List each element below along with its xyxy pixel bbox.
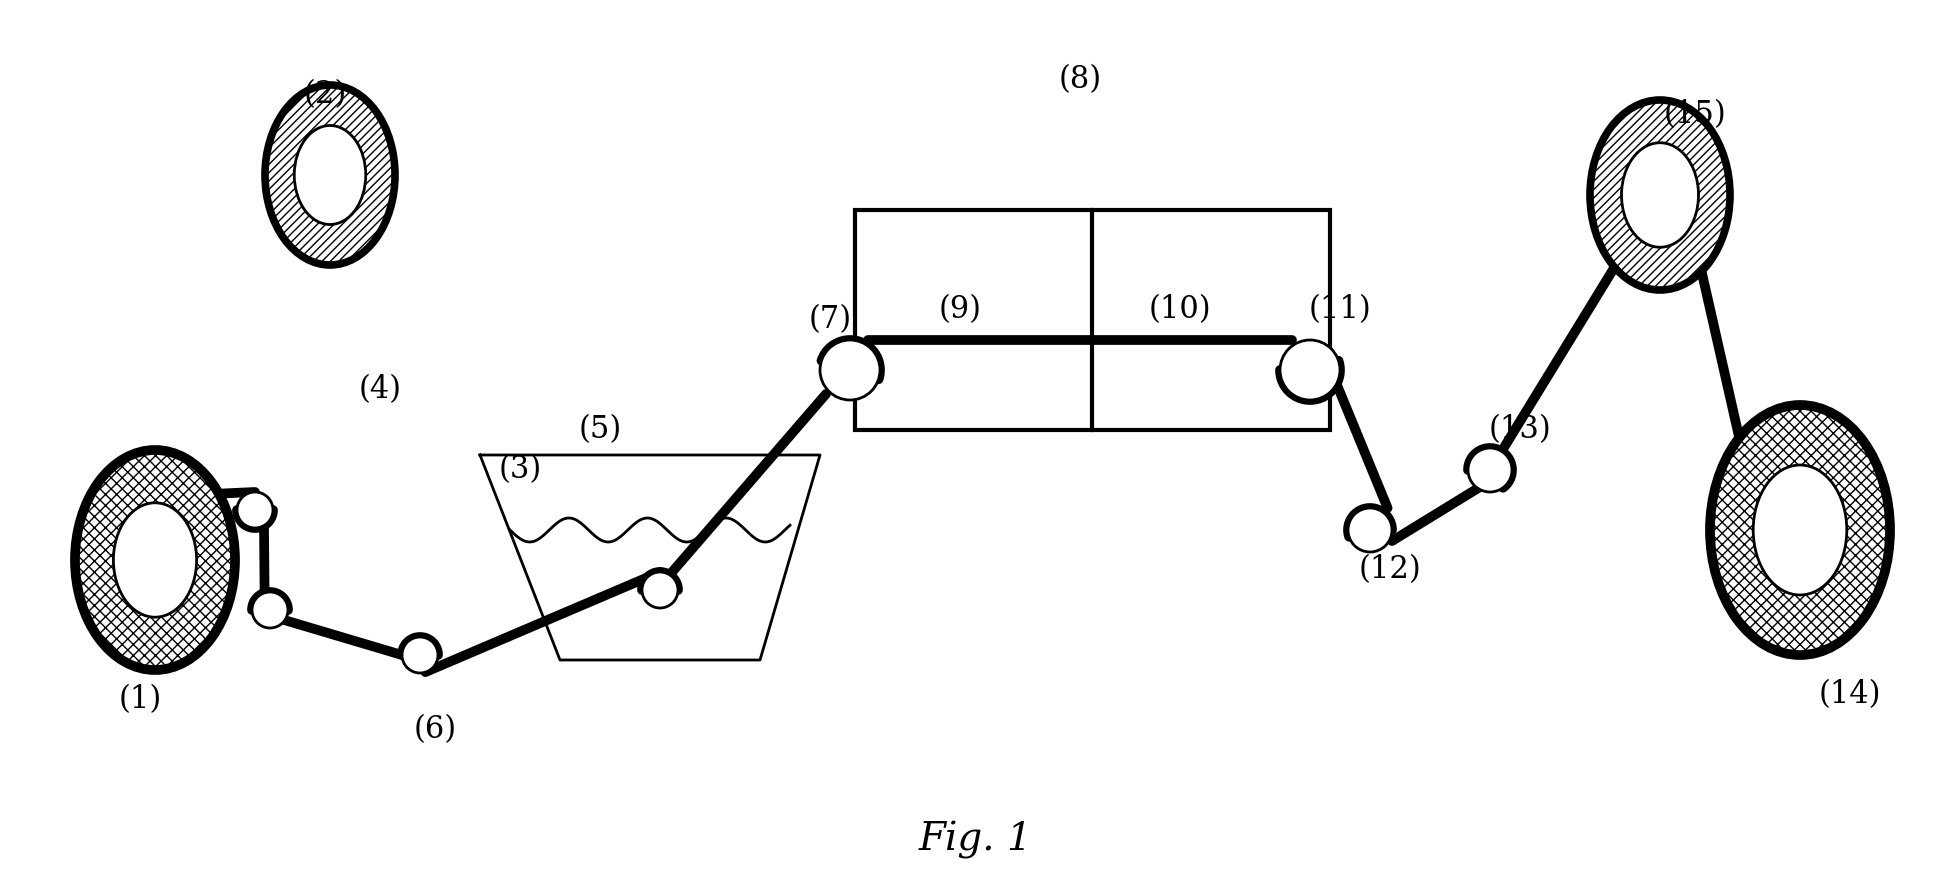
Text: (6): (6) — [413, 714, 456, 745]
Text: (12): (12) — [1359, 555, 1422, 585]
Text: (15): (15) — [1663, 99, 1726, 131]
Text: (1): (1) — [119, 685, 162, 716]
Bar — [854, 210, 1330, 430]
Ellipse shape — [294, 125, 367, 225]
Circle shape — [1468, 448, 1511, 492]
Circle shape — [252, 592, 289, 628]
Ellipse shape — [1622, 142, 1698, 247]
Text: (11): (11) — [1308, 295, 1371, 325]
Ellipse shape — [74, 450, 236, 670]
Ellipse shape — [1589, 100, 1730, 290]
Ellipse shape — [113, 503, 197, 617]
Circle shape — [1279, 340, 1340, 400]
Circle shape — [642, 572, 679, 608]
Ellipse shape — [1710, 405, 1890, 655]
Text: (2): (2) — [304, 80, 347, 110]
Text: (9): (9) — [938, 295, 981, 325]
Text: (8): (8) — [1059, 65, 1102, 96]
Circle shape — [821, 340, 879, 400]
Text: (3): (3) — [499, 454, 542, 486]
Text: (5): (5) — [579, 415, 622, 445]
Circle shape — [1347, 508, 1392, 552]
Text: (10): (10) — [1149, 295, 1211, 325]
Text: Fig. 1: Fig. 1 — [918, 821, 1032, 859]
Ellipse shape — [1753, 465, 1847, 595]
Text: (4): (4) — [359, 375, 402, 406]
Circle shape — [402, 637, 439, 673]
Text: (13): (13) — [1488, 415, 1552, 445]
Text: (14): (14) — [1819, 679, 1882, 711]
Ellipse shape — [265, 85, 396, 265]
Circle shape — [238, 492, 273, 528]
Text: (7): (7) — [809, 305, 852, 335]
